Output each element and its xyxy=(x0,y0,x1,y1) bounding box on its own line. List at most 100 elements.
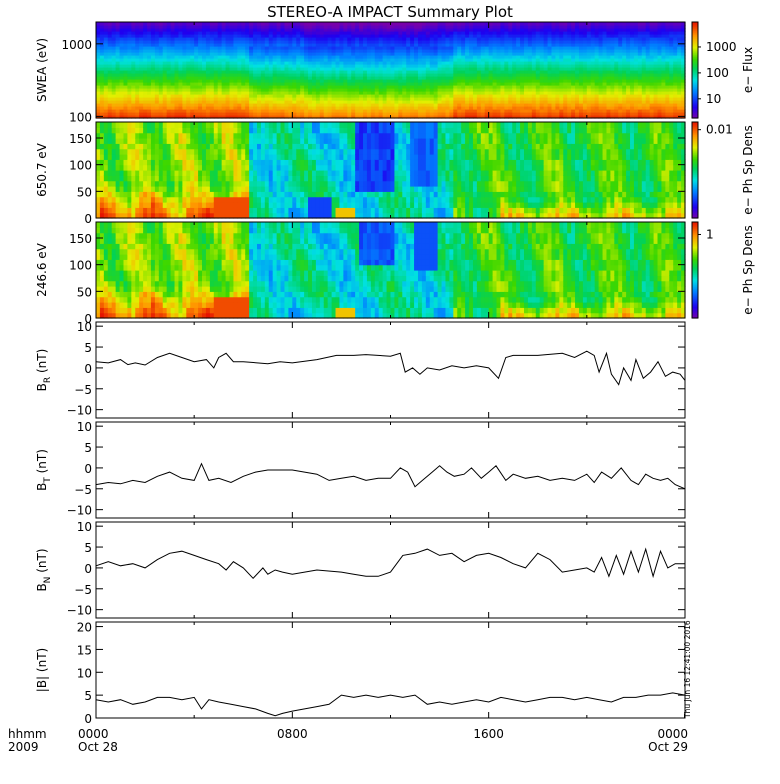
heatmap-cell xyxy=(473,22,478,26)
heatmap-cell xyxy=(116,138,121,144)
heatmap-cell xyxy=(108,207,113,213)
heatmap-cell xyxy=(96,207,101,213)
heatmap-cell xyxy=(418,22,423,26)
y-axis-label: SWEA (eV) xyxy=(35,38,49,102)
heatmap-cell xyxy=(206,22,211,26)
heatmap-cell xyxy=(230,22,235,26)
heatmap-cell xyxy=(116,133,121,139)
heatmap-cell xyxy=(347,22,352,26)
heatmap-cell xyxy=(500,22,505,26)
heatmap-cell xyxy=(551,22,556,26)
heatmap-cell xyxy=(367,22,372,26)
heatmap-cell xyxy=(96,122,101,128)
heatmap-cell xyxy=(116,186,121,192)
heatmap-cell xyxy=(104,133,109,139)
heatmap-cell xyxy=(520,22,525,26)
heatmap-cell xyxy=(104,191,109,197)
heatmap-cell xyxy=(100,165,105,171)
heatmap-cell xyxy=(100,22,105,26)
heatmap-cell xyxy=(104,181,109,187)
heatmap-cell xyxy=(618,22,623,26)
heatmap-cell xyxy=(489,22,494,26)
heatmap-cell xyxy=(453,22,458,26)
heatmap-cell xyxy=(261,22,266,26)
y-tick-label: 100 xyxy=(69,110,92,124)
heatmap-cell xyxy=(394,22,399,26)
heatmap-cell xyxy=(112,143,117,149)
heatmap-cell xyxy=(112,181,117,187)
heatmap-cell xyxy=(143,22,148,26)
heatmap-cell xyxy=(171,22,176,26)
heatmap-cell xyxy=(96,181,101,187)
heatmap-cell xyxy=(108,22,113,26)
heatmap-cell xyxy=(112,122,117,128)
heatmap-cell xyxy=(328,22,333,26)
heatmap-cell xyxy=(104,138,109,144)
heatmap-cell xyxy=(595,22,600,26)
heatmap-cell xyxy=(634,22,639,26)
heatmap-cell xyxy=(210,22,215,26)
heatmap-cell xyxy=(108,159,113,165)
heatmap-cell xyxy=(669,22,674,26)
heatmap-cell xyxy=(120,197,125,203)
heatmap-cell xyxy=(96,138,101,144)
colorbar-tick-label: 10 xyxy=(706,92,721,106)
heatmap-cell xyxy=(108,175,113,181)
heatmap-cell xyxy=(532,22,537,26)
heatmap-cell xyxy=(120,191,125,197)
heatmap-cell xyxy=(481,22,486,26)
heatmap-cell xyxy=(461,22,466,26)
heatmap-cell xyxy=(457,22,462,26)
heatmap-cell xyxy=(104,159,109,165)
heatmap-cell xyxy=(108,202,113,208)
heatmap-cell xyxy=(638,22,643,26)
heatmap-cell xyxy=(100,197,105,203)
heatmap-cell xyxy=(116,207,121,213)
heatmap-cell xyxy=(579,22,584,26)
heatmap-cell xyxy=(112,207,117,213)
heatmap-cell xyxy=(300,22,305,26)
heatmap-cell xyxy=(104,154,109,160)
heatmap-cell xyxy=(108,154,113,160)
heatmap-cell xyxy=(661,22,666,26)
heatmap-cell xyxy=(112,138,117,144)
heatmap-cell xyxy=(112,22,117,26)
heatmap-cell xyxy=(116,202,121,208)
heatmap-cell xyxy=(249,22,254,26)
heatmap-cell xyxy=(438,22,443,26)
heatmap-cell xyxy=(116,175,121,181)
heatmap-cell xyxy=(320,22,325,26)
heatmap-cell xyxy=(104,127,109,133)
heatmap-cell xyxy=(379,22,384,26)
heatmap-cell xyxy=(603,22,608,26)
heatmap-cell xyxy=(265,22,270,26)
heatmap-cell xyxy=(108,186,113,192)
heatmap-cell xyxy=(277,22,282,26)
heatmap-cell xyxy=(610,22,615,26)
heatmap-cell xyxy=(544,22,549,26)
heatmap-cell xyxy=(96,127,101,133)
heatmap-cell xyxy=(112,191,117,197)
heatmap-cell xyxy=(391,22,396,26)
heatmap-cell xyxy=(351,22,356,26)
heatmap-cell xyxy=(100,154,105,160)
heatmap-cell xyxy=(120,202,125,208)
heatmap-cell xyxy=(469,22,474,26)
heatmap-cell xyxy=(504,22,509,26)
heatmap-cell xyxy=(375,22,380,26)
heatmap-cell xyxy=(100,175,105,181)
heatmap-cell xyxy=(253,22,258,26)
heatmap-cell xyxy=(371,22,376,26)
heatmap-cell xyxy=(147,22,152,26)
heatmap-cell xyxy=(237,22,242,26)
heatmap-cell xyxy=(155,22,160,26)
heatmap-cell xyxy=(135,22,140,26)
heatmap-cell xyxy=(100,181,105,187)
heatmap-cell xyxy=(100,138,105,144)
heatmap-cell xyxy=(654,22,659,26)
heatmap-cell xyxy=(159,22,164,26)
heatmap-cell xyxy=(96,197,101,203)
heatmap-cell xyxy=(116,181,121,187)
